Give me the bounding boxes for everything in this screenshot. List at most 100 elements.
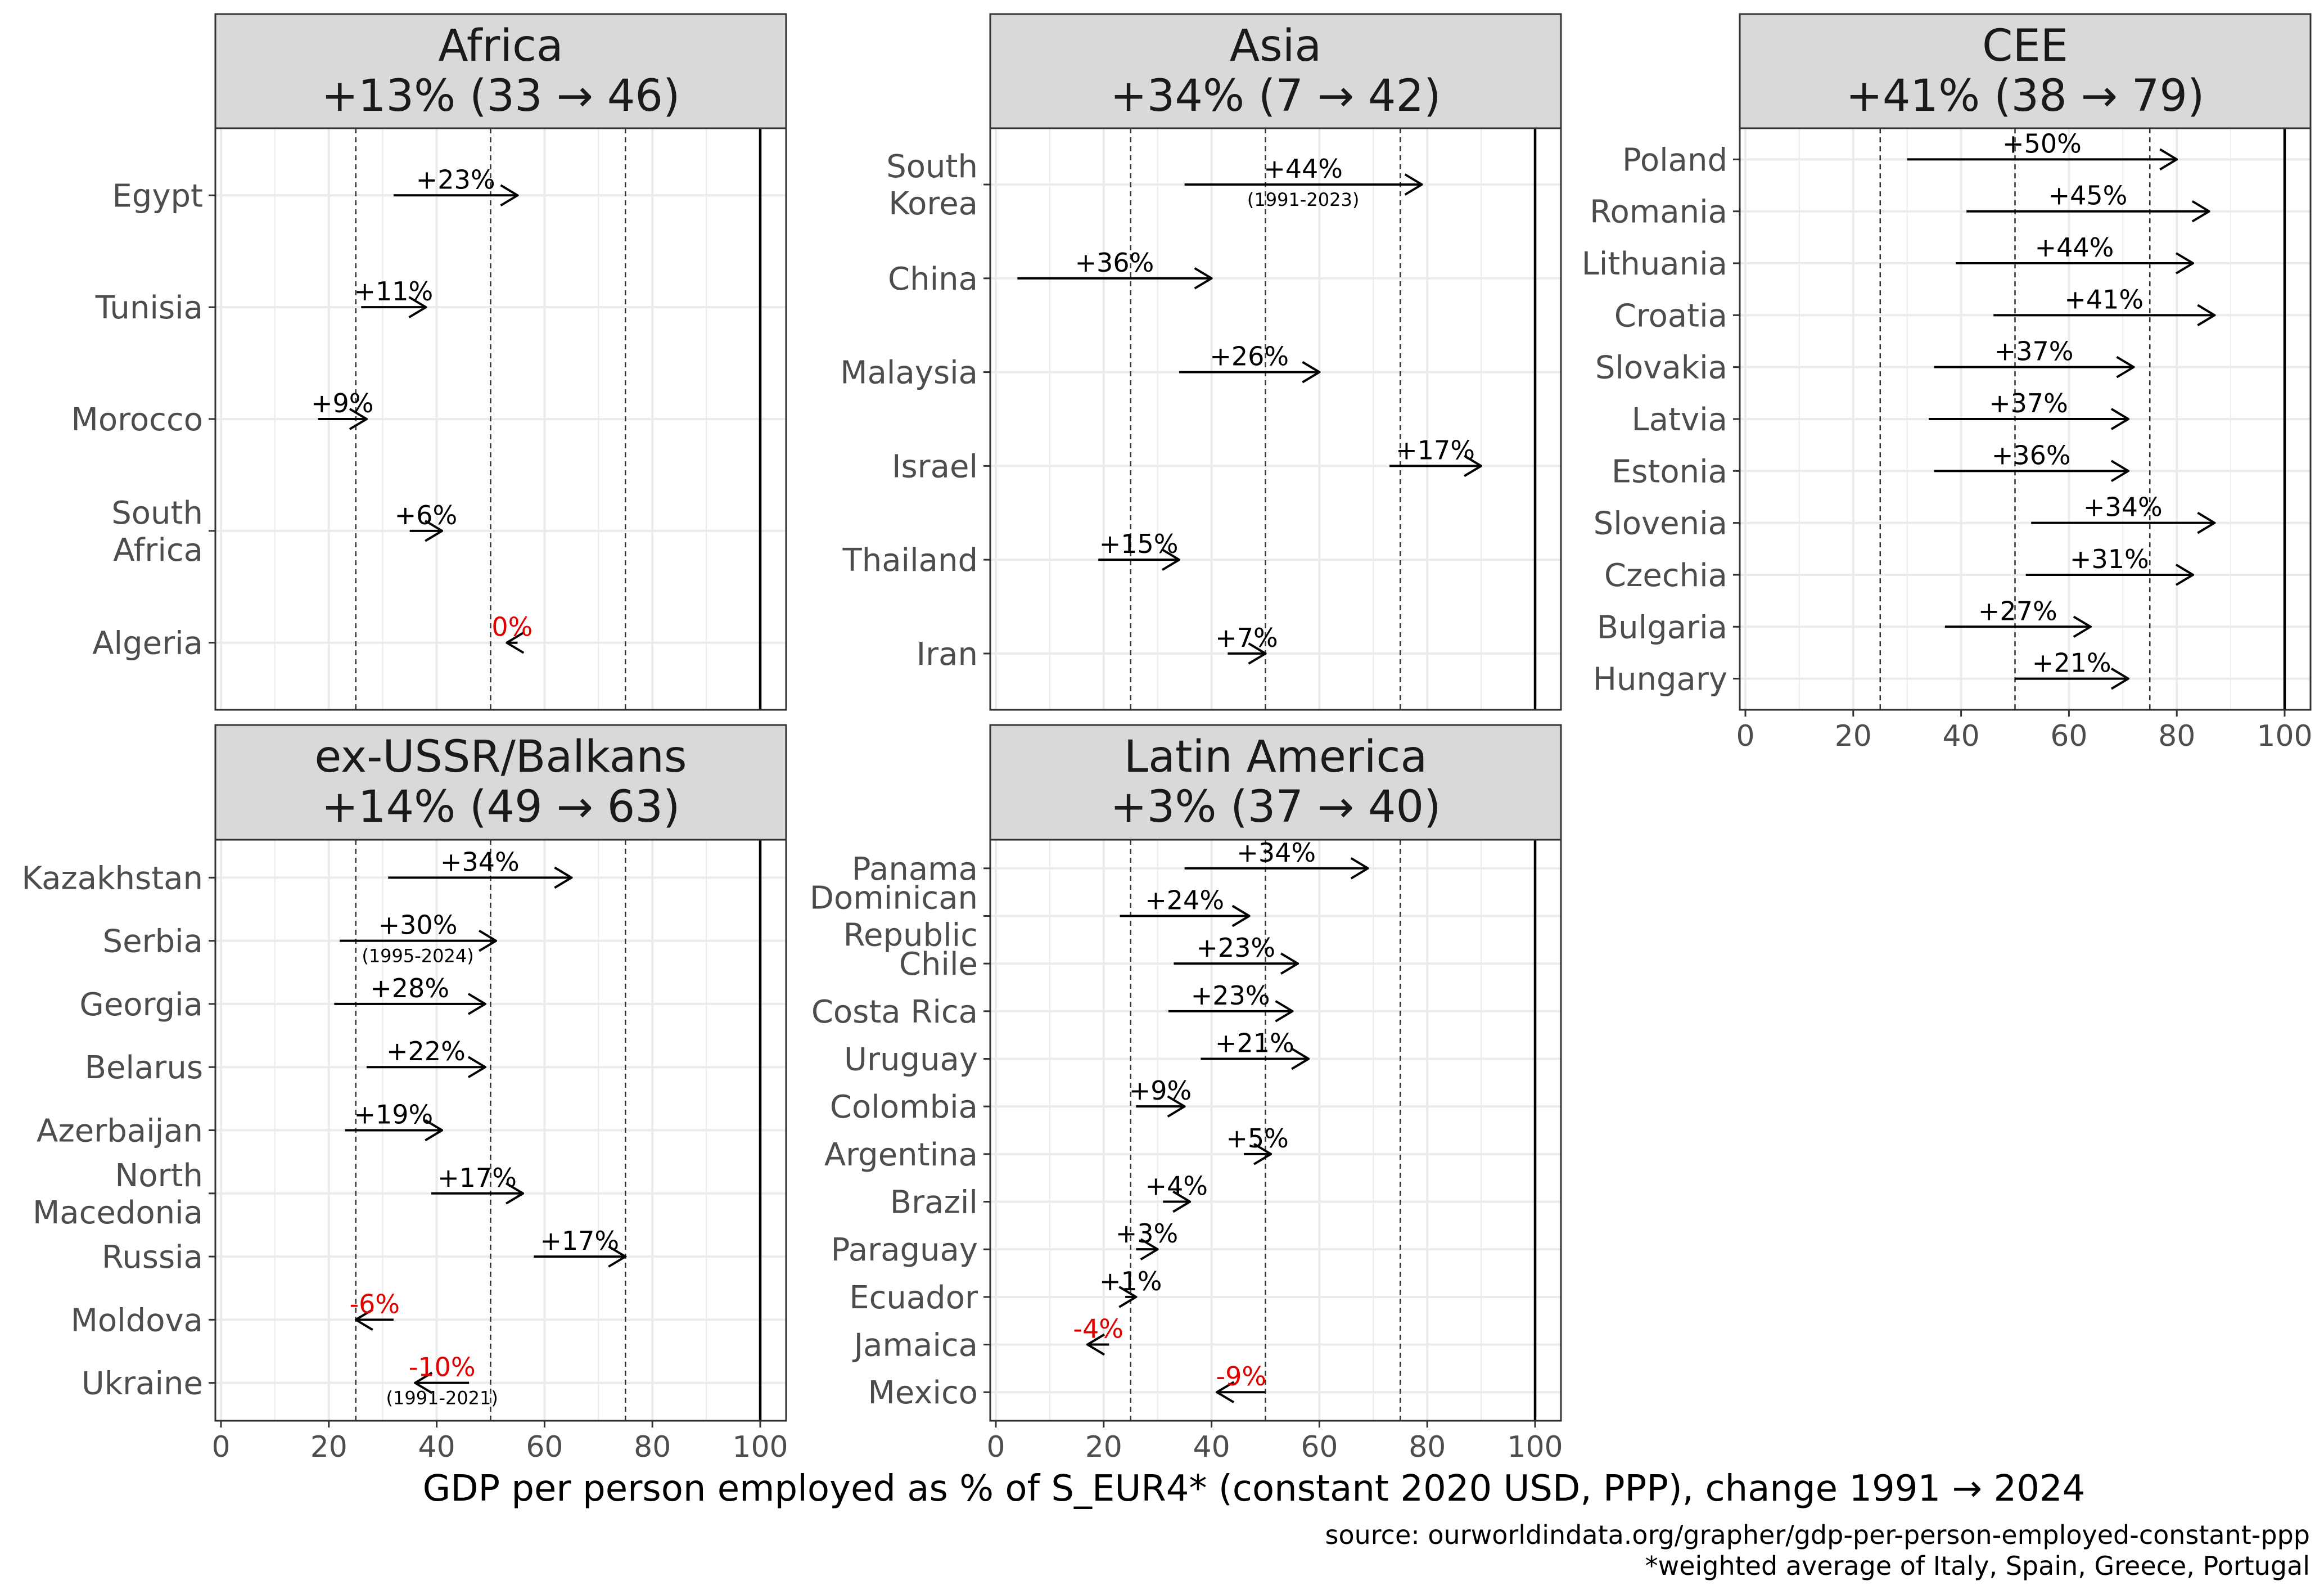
x-tick-label: 80 [1409, 1430, 1446, 1464]
change-label: +1% [1099, 1266, 1162, 1296]
change-label: +4% [1145, 1171, 1208, 1201]
country-label: Ukraine [82, 1366, 203, 1402]
change-label: +23% [1191, 980, 1270, 1011]
country-label: Jamaica [852, 1327, 978, 1364]
x-axis-title: GDP per person employed as % of S_EUR4* … [423, 1468, 2086, 1510]
panel-strip [1739, 13, 2312, 129]
period-label: (1991-2021) [386, 1388, 498, 1409]
change-label: +5% [1226, 1123, 1289, 1154]
country-label: Slovakia [1595, 350, 1727, 386]
panel-subtitle: +13% (33 → 46) [322, 71, 680, 121]
country-label: Panama [852, 851, 978, 888]
change-label: +23% [1196, 933, 1275, 963]
x-tick-label: 100 [1507, 1430, 1563, 1464]
plot-background [990, 128, 1561, 710]
change-label: +44% [2035, 232, 2114, 263]
x-tick-label: 80 [2158, 719, 2195, 753]
x-tick-label: 60 [526, 1430, 563, 1464]
x-tick-label: 100 [2257, 719, 2312, 753]
country-label: Israel [892, 448, 978, 485]
panel-ex-ussr-balkans: ex-USSR/Balkans+14% (49 → 63) Kazakhstan +… [21, 724, 788, 1464]
country-label: Paraguay [831, 1232, 978, 1268]
change-label: +21% [1215, 1028, 1294, 1058]
country-label: South [886, 148, 978, 185]
panel-border [989, 839, 1562, 1422]
panel-border [989, 127, 1562, 711]
panel-strip [214, 13, 787, 129]
period-label: (1991-2023) [1247, 189, 1359, 210]
country-label: Dominican [810, 880, 978, 916]
country-label: Malaysia [840, 355, 978, 391]
country-label: Korea [888, 186, 978, 222]
period-label: (1995-2024) [362, 945, 473, 967]
x-tick-label: 0 [1736, 719, 1754, 753]
country-label: South [111, 495, 203, 532]
x-tick-label: 60 [2050, 719, 2087, 753]
country-label: Republic [843, 917, 978, 953]
country-label: Latvia [1632, 402, 1728, 438]
country-label: Colombia [830, 1089, 978, 1125]
panel-title: Asia [1230, 21, 1321, 71]
x-tick-label: 40 [1943, 719, 1980, 753]
country-label: China [888, 261, 978, 298]
change-label: +45% [2048, 181, 2128, 211]
country-label: Tunisia [95, 290, 203, 326]
country-label: Georgia [79, 987, 203, 1023]
change-label: +34% [2083, 492, 2163, 523]
country-label: Belarus [85, 1050, 203, 1086]
country-label: Moldova [71, 1302, 203, 1339]
change-label: +9% [1129, 1075, 1192, 1106]
change-label: +7% [1215, 623, 1278, 653]
change-label: +28% [370, 973, 449, 1003]
change-label: +37% [1989, 388, 2068, 418]
country-label: Azerbaijan [37, 1113, 203, 1150]
change-label: +17% [437, 1163, 517, 1193]
country-label: Kazakhstan [21, 860, 203, 897]
plot-background [990, 840, 1561, 1421]
change-label: +50% [2002, 128, 2082, 159]
x-tick-label: 20 [1085, 1430, 1122, 1464]
change-label: +44% [1263, 154, 1343, 184]
change-label: +21% [2032, 648, 2111, 678]
change-label: -4% [1073, 1314, 1123, 1344]
country-label: Iran [917, 636, 978, 673]
caption-footnote: *weighted average of Italy, Spain, Greec… [1645, 1551, 2310, 1581]
country-label: North [115, 1158, 203, 1194]
country-label: Russia [102, 1239, 203, 1276]
country-label: Croatia [1614, 298, 1727, 334]
country-label: Costa Rica [811, 994, 978, 1030]
country-label: Argentina [824, 1137, 978, 1173]
panel-latin-america: Latin America+3% (37 → 40) Panama +34% Domi… [810, 724, 1563, 1464]
country-label: Mexico [868, 1375, 978, 1411]
x-tick-label: 40 [418, 1430, 455, 1464]
country-label: Serbia [103, 924, 203, 960]
country-label: Romania [1590, 194, 1727, 231]
x-tick-label: 80 [634, 1430, 671, 1464]
country-label: Macedonia [33, 1195, 203, 1231]
change-label: +24% [1145, 885, 1224, 915]
change-label: +15% [1099, 529, 1179, 559]
panel-title: Africa [438, 21, 563, 71]
change-label: 0% [491, 612, 533, 642]
change-label: +22% [386, 1036, 466, 1066]
country-label: Uruguay [844, 1041, 978, 1078]
country-label: Chile [899, 946, 978, 983]
country-label: Lithuania [1582, 246, 1727, 282]
change-label: +34% [440, 846, 520, 877]
country-label: Thailand [842, 542, 978, 579]
x-tick-label: 0 [211, 1430, 230, 1464]
x-tick-label: 20 [310, 1430, 348, 1464]
country-label: Egypt [112, 178, 203, 214]
country-label: Morocco [71, 402, 203, 438]
panel-title: Latin America [1124, 732, 1428, 782]
change-label: +9% [311, 388, 374, 418]
change-label: +37% [1994, 336, 2074, 367]
panel-cee: CEE+41% (38 → 79) Poland +50% Romania +45% Li… [1582, 13, 2313, 753]
x-tick-label: 60 [1301, 1430, 1338, 1464]
country-label: Africa [113, 532, 203, 569]
x-tick-label: 20 [1835, 719, 1872, 753]
panel-strip [989, 13, 1562, 129]
panel-strip [214, 724, 787, 841]
